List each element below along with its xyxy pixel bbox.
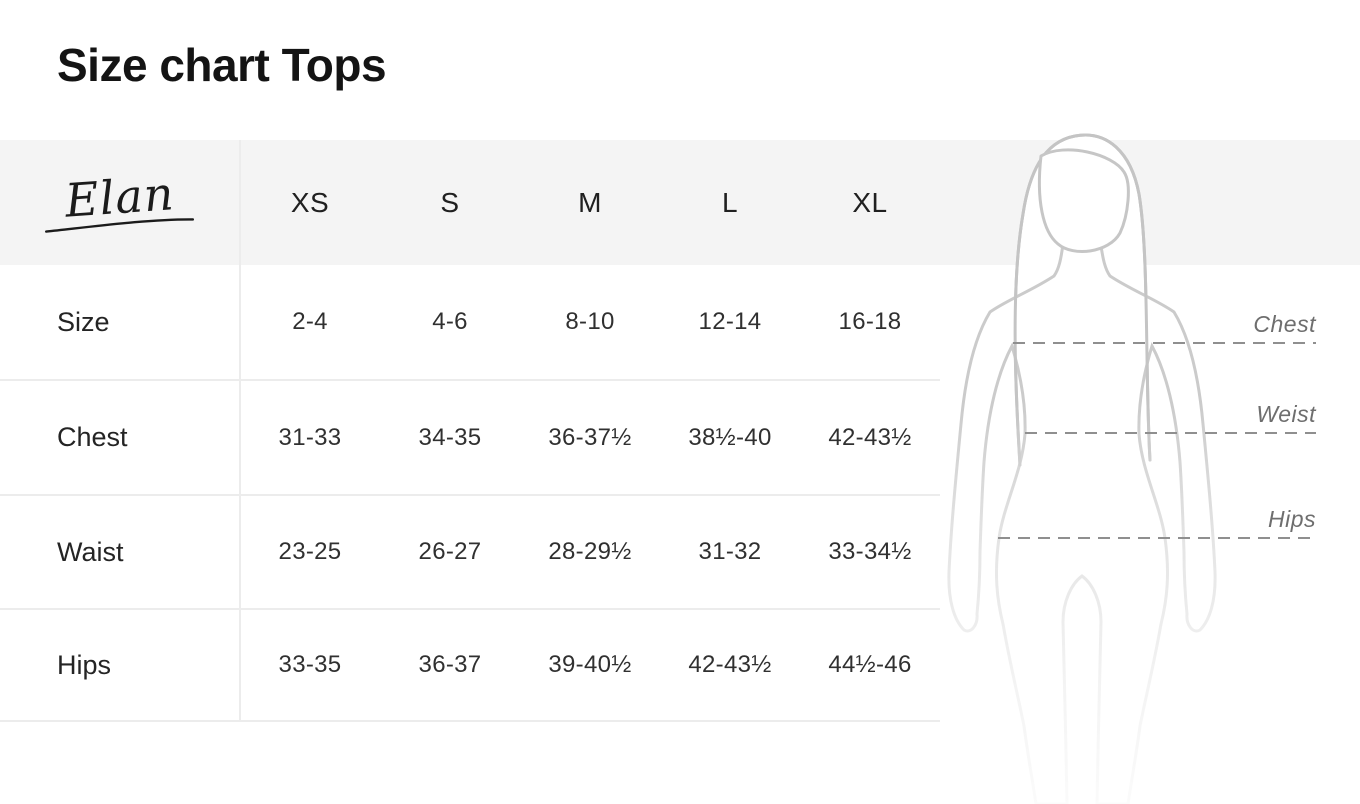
table-cell-chest-xl: 42-43½	[800, 381, 940, 496]
table-cell-size-xl: 16-18	[800, 265, 940, 381]
table-cell-chest-s: 34-35	[380, 381, 520, 496]
table-cell-hips-m: 39-40½	[520, 610, 660, 722]
column-header-l: L	[721, 186, 739, 218]
body-silhouette-illustration	[935, 133, 1235, 804]
table-cell-chest-xs: 31-33	[240, 381, 380, 496]
table-cell-chest-m: 36-37½	[520, 381, 660, 496]
table-cell-size-m: 8-10	[520, 265, 660, 381]
measurement-line-chest	[1013, 342, 1316, 344]
measurement-label-hips: Hips	[1267, 506, 1316, 532]
hair-restroke	[1013, 133, 1152, 467]
row-label-waist: Waist	[0, 496, 240, 610]
row-label-hips: Hips	[0, 610, 240, 722]
table-cell-hips-xl: 44½-46	[800, 610, 940, 722]
table-cell-waist-xs: 23-25	[240, 496, 380, 610]
brand-logo-underline	[44, 217, 195, 233]
table-cell-waist-l: 31-32	[660, 496, 800, 610]
row-label-size: Size	[0, 265, 240, 381]
column-header-m: M	[578, 186, 602, 218]
table-column-divider	[239, 140, 241, 722]
table-cell-hips-l: 42-43½	[660, 610, 800, 722]
face-outline	[1037, 148, 1130, 253]
measurement-label-chest: Chest	[1253, 311, 1316, 337]
measurement-line-hips	[998, 537, 1316, 539]
table-cell-waist-xl: 33-34½	[800, 496, 940, 610]
table-cell-waist-s: 26-27	[380, 496, 520, 610]
table-cell-hips-s: 36-37	[380, 610, 520, 722]
column-header-s: S	[440, 186, 460, 218]
table-cell-size-xs: 2-4	[240, 265, 380, 381]
figure-fade-overlay	[935, 404, 1235, 804]
column-header-xs: XS	[290, 186, 330, 218]
table-cell-size-l: 12-14	[660, 265, 800, 381]
size-table: Elan XS S M L XL Size 2-4 4-6 8-10 12-14…	[0, 140, 940, 722]
measurement-label-weist: Weist	[1256, 401, 1316, 427]
row-label-chest: Chest	[0, 381, 240, 496]
measurement-line-weist	[1025, 432, 1316, 434]
brand-logo-text: Elan	[63, 165, 177, 228]
table-cell-hips-xs: 33-35	[240, 610, 380, 722]
table-cell-size-s: 4-6	[380, 265, 520, 381]
brand-logo: Elan	[0, 140, 240, 265]
page-title: Size chart Tops	[57, 39, 387, 91]
table-cell-waist-m: 28-29½	[520, 496, 660, 610]
table-cell-chest-l: 38½-40	[660, 381, 800, 496]
column-header-xl: XL	[852, 186, 888, 218]
